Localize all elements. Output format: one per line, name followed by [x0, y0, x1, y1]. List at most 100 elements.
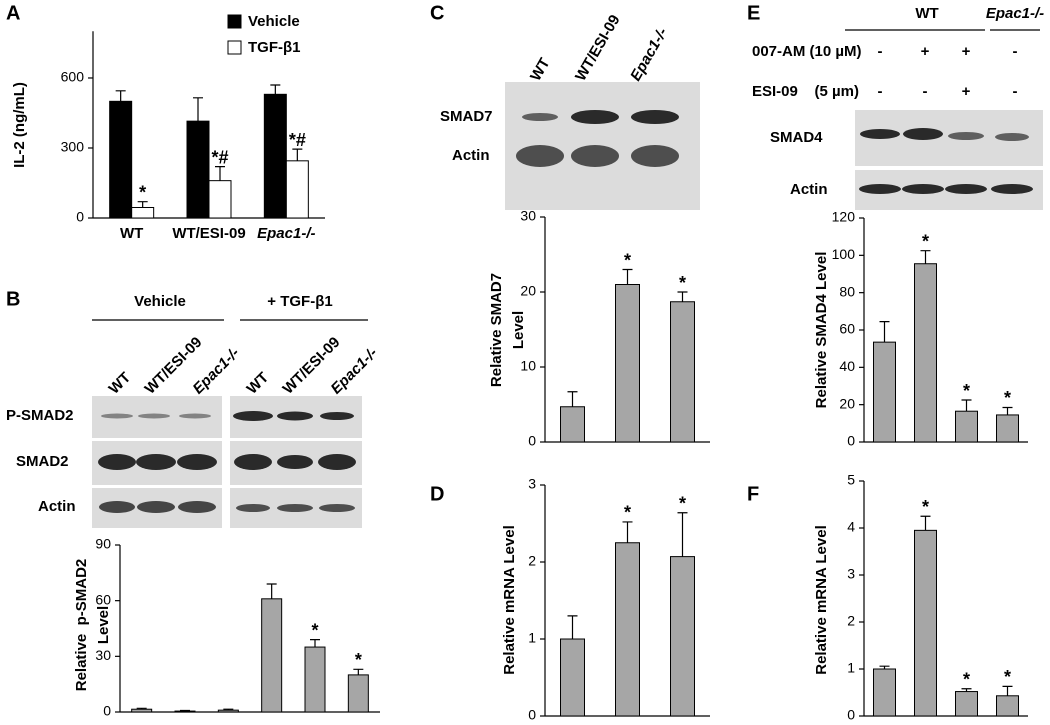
y-tick-label: 30 — [95, 647, 111, 663]
treatment-label: 007-AM (10 µM) — [752, 43, 862, 60]
blot-c: WT WT/ESI-09 Epac1-/- SMAD7 Actin — [440, 12, 700, 210]
y-tick-label: 100 — [832, 246, 856, 262]
bar — [261, 598, 283, 713]
y-tick-label: 90 — [95, 536, 111, 552]
sign: + — [921, 43, 930, 60]
y-axis-label: Relative p-SMAD2 — [73, 559, 90, 692]
bar — [285, 160, 309, 219]
y-axis-label: Level — [510, 311, 527, 349]
error-bar — [567, 615, 578, 639]
significance-label: * — [963, 669, 970, 689]
y-tick-label: 60 — [839, 321, 855, 337]
panel-letter: A — [6, 2, 20, 24]
bar — [996, 414, 1019, 443]
significance-label: * — [922, 497, 929, 517]
blot-e: WT Epac1-/- 007-AM (10 µM) - + + - ESI-0… — [752, 5, 1044, 210]
significance-label: * — [963, 381, 970, 401]
bar — [208, 180, 232, 219]
legend-label: TGF-β1 — [248, 39, 301, 56]
error-bar — [223, 708, 234, 711]
treatment-label: ESI-09 (5 µm) — [752, 83, 859, 100]
significance-label: *# — [289, 130, 306, 150]
error-bar — [137, 201, 148, 208]
group-label: Epac1-/- — [986, 5, 1044, 22]
y-tick-label: 2 — [847, 613, 855, 629]
y-tick-label: 3 — [528, 476, 536, 492]
sign: - — [1013, 83, 1018, 100]
row-label: SMAD2 — [16, 453, 69, 470]
y-tick-label: 0 — [528, 433, 536, 449]
y-tick-label: 40 — [839, 358, 855, 374]
lane-label: WT — [527, 55, 553, 84]
x-tick-label: WT — [120, 225, 143, 242]
bar — [615, 542, 640, 717]
significance-label: * — [1004, 667, 1011, 687]
error-bar — [266, 583, 277, 599]
bar — [174, 710, 196, 713]
bar — [217, 709, 239, 713]
error-bar — [115, 90, 126, 102]
bar — [263, 93, 287, 219]
significance-label: * — [355, 650, 362, 670]
lane-label: Epac1-/- — [627, 25, 671, 84]
panel-letter: D — [430, 483, 444, 505]
bar — [131, 708, 153, 713]
x-tick-label: WT/ESI-09 — [172, 225, 245, 242]
bar — [873, 341, 896, 443]
significance-label: *# — [211, 147, 228, 167]
panel-letter: F — [747, 483, 759, 505]
y-axis-label: IL-2 (ng/mL) — [11, 82, 28, 168]
y-tick-label: 600 — [61, 69, 85, 85]
y-tick-label: 10 — [520, 358, 536, 374]
error-bar — [1002, 406, 1013, 415]
row-label: Actin — [790, 181, 828, 198]
error-bar — [1002, 685, 1013, 696]
y-tick-label: 0 — [847, 433, 855, 449]
significance-label: * — [311, 620, 318, 640]
lane-label: WT — [106, 369, 135, 398]
error-bar — [677, 291, 688, 302]
panel-letter: E — [747, 2, 760, 24]
lane-label: WT — [244, 369, 273, 398]
y-tick-label: 2 — [528, 553, 536, 569]
legend-swatch — [227, 14, 242, 29]
y-tick-label: 5 — [847, 472, 855, 488]
bar — [560, 638, 585, 717]
bar — [560, 406, 585, 443]
legend-label: Vehicle — [248, 13, 300, 30]
bar — [109, 100, 133, 219]
bar — [996, 695, 1019, 717]
significance-label: * — [1004, 388, 1011, 408]
row-label: SMAD7 — [440, 108, 493, 125]
error-bar — [677, 512, 688, 557]
y-tick-label: 20 — [520, 283, 536, 299]
y-tick-label: 20 — [839, 395, 855, 411]
y-tick-label: 300 — [61, 139, 85, 155]
error-bar — [567, 391, 578, 407]
error-bar — [622, 521, 633, 543]
lane-label: WT/ESI-09 — [572, 12, 623, 84]
y-tick-label: 120 — [832, 209, 856, 225]
bar — [955, 691, 978, 717]
y-tick-label: 0 — [76, 209, 84, 225]
bar — [670, 556, 695, 717]
sign: - — [878, 43, 883, 60]
blot-b: Vehicle + TGF-β1 WT WT/ESI-09 Epac1-/- W… — [6, 293, 381, 528]
y-tick-label: 0 — [847, 707, 855, 723]
group-label: + TGF-β1 — [267, 293, 332, 310]
error-bar — [310, 639, 320, 648]
y-tick-label: 1 — [528, 630, 536, 646]
y-tick-label: 1 — [847, 660, 855, 676]
error-bar — [879, 665, 890, 669]
error-bar — [193, 97, 203, 122]
x-tick-label: Epac1-/- — [257, 225, 315, 242]
y-axis-label: Relative mRNA Level — [501, 525, 518, 675]
error-bar — [180, 709, 190, 712]
row-label: Actin — [38, 498, 76, 515]
y-tick-label: 4 — [847, 519, 855, 535]
row-label: P-SMAD2 — [6, 407, 74, 424]
sign: - — [923, 83, 928, 100]
significance-label: * — [624, 250, 631, 270]
error-bar — [136, 707, 147, 710]
error-bar — [353, 668, 364, 675]
